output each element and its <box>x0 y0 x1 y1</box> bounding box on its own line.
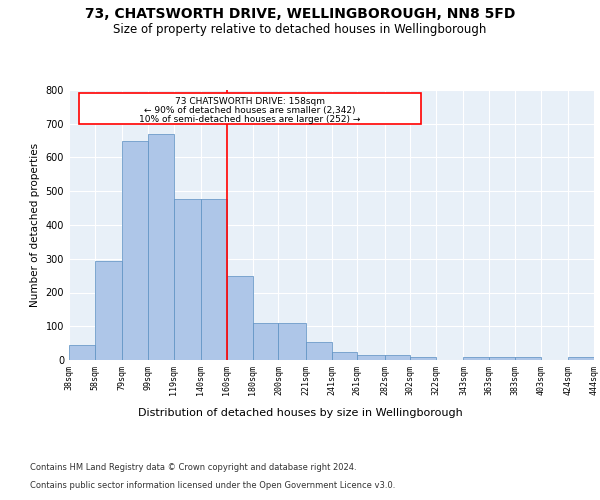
Text: ← 90% of detached houses are smaller (2,342): ← 90% of detached houses are smaller (2,… <box>144 106 356 115</box>
Bar <box>332 352 358 360</box>
Bar <box>278 323 305 360</box>
Bar <box>174 198 201 360</box>
Bar <box>122 140 148 360</box>
Text: 10% of semi-detached houses are larger (252) →: 10% of semi-detached houses are larger (… <box>139 114 361 124</box>
Text: Contains public sector information licensed under the Open Government Licence v3: Contains public sector information licen… <box>30 481 395 490</box>
Bar <box>253 323 278 360</box>
Bar <box>201 198 227 360</box>
Bar <box>489 358 515 360</box>
Bar <box>385 356 410 360</box>
Text: Distribution of detached houses by size in Wellingborough: Distribution of detached houses by size … <box>137 408 463 418</box>
Y-axis label: Number of detached properties: Number of detached properties <box>30 143 40 307</box>
Text: 73, CHATSWORTH DRIVE, WELLINGBOROUGH, NN8 5FD: 73, CHATSWORTH DRIVE, WELLINGBOROUGH, NN… <box>85 8 515 22</box>
Text: Contains HM Land Registry data © Crown copyright and database right 2024.: Contains HM Land Registry data © Crown c… <box>30 464 356 472</box>
Bar <box>95 261 122 360</box>
Bar <box>305 342 332 360</box>
FancyBboxPatch shape <box>79 92 421 124</box>
Text: Size of property relative to detached houses in Wellingborough: Size of property relative to detached ho… <box>113 22 487 36</box>
Bar <box>69 345 95 360</box>
Bar <box>568 358 594 360</box>
Text: 73 CHATSWORTH DRIVE: 158sqm: 73 CHATSWORTH DRIVE: 158sqm <box>175 97 325 106</box>
Bar <box>410 358 436 360</box>
Bar <box>148 134 174 360</box>
Bar <box>463 358 489 360</box>
Bar <box>358 356 385 360</box>
Bar <box>227 276 253 360</box>
Bar <box>515 358 541 360</box>
